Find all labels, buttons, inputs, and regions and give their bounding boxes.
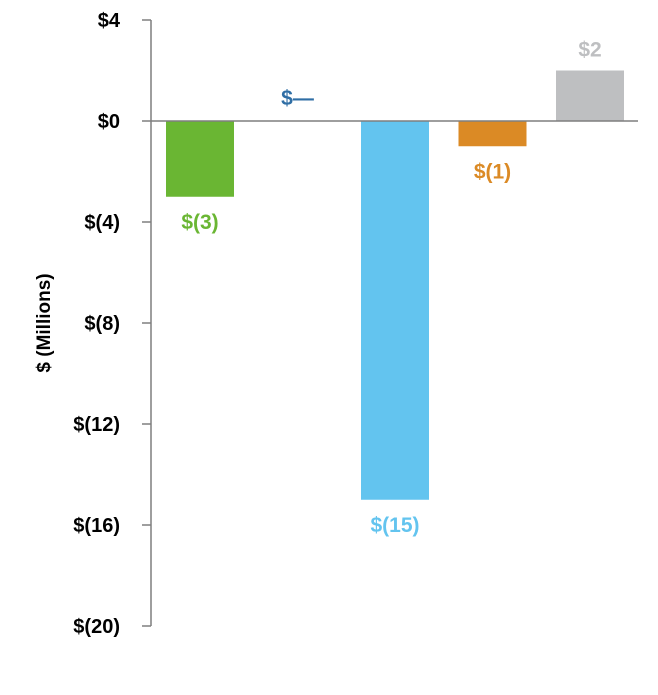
bar	[556, 70, 624, 121]
bar-data-label: $(1)	[474, 160, 511, 183]
y-tick-label: $(4)	[84, 212, 120, 234]
y-tick-label: $(8)	[84, 313, 120, 335]
y-axis: $4 $0 $(4) $(8) $(12) $(16) $(20)	[73, 10, 152, 638]
y-tick-label: $4	[98, 10, 121, 32]
y-tick-label: $(12)	[73, 414, 120, 436]
y-tick-label: $(16)	[73, 515, 120, 537]
bar-data-label: $—	[281, 87, 314, 110]
y-tick-label: $0	[98, 111, 120, 133]
bar-data-label: $2	[578, 39, 601, 62]
bar	[166, 121, 234, 197]
data-labels: $(3) $— $(15) $(1) $2	[181, 39, 601, 537]
bar-series	[166, 70, 624, 500]
y-tick-label: $(20)	[73, 616, 120, 638]
bar	[361, 121, 429, 500]
bar-data-label: $(15)	[370, 514, 419, 537]
bar	[458, 121, 527, 147]
bar-data-label: $(3)	[181, 211, 218, 234]
y-axis-title: $ (Millions)	[34, 273, 55, 372]
